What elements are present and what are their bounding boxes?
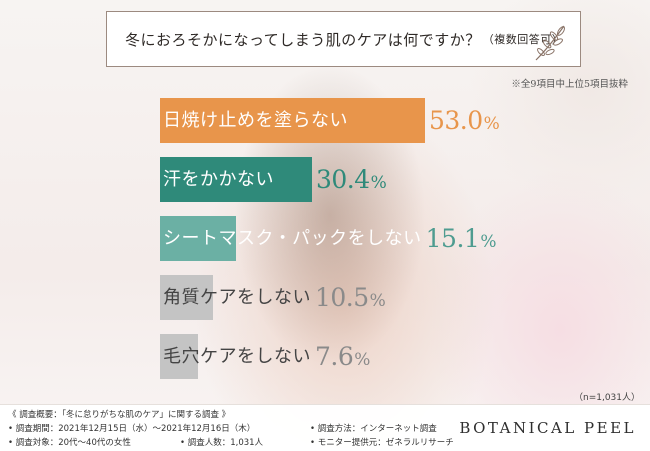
bar-value-1: 53.0% (429, 98, 500, 143)
bar-value-3: 15.1% (425, 216, 497, 261)
bar-value-5: 7.6% (315, 334, 370, 379)
survey-period: • 調査期間：2021年12月15日（水）〜2021年12月16日（木） (8, 424, 256, 434)
leaf-branch-icon (535, 25, 565, 61)
survey-count: • 調査人数：1,031人 (180, 438, 264, 448)
footer: 《 調査概要：「冬に怠りがちな肌のケア」に関する調査 》 • 調査期間：2021… (0, 404, 650, 451)
bar-1 (160, 98, 425, 143)
bar-2 (160, 157, 312, 202)
question-title-box: 冬におろそかになってしまう肌のケアは何ですか？ （複数回答可） (106, 11, 581, 67)
bar-label-2: 汗をかかない (163, 169, 274, 190)
selection-note: ※全9項目中上位5項目抜粋 (511, 79, 628, 90)
survey-method: • 調査方法：インターネット調査 (310, 424, 437, 434)
value-number: 15.1 (425, 224, 480, 253)
value-unit: % (369, 291, 386, 311)
value-unit: % (480, 232, 496, 252)
bar-5 (160, 334, 198, 379)
sample-size: （n=1,031人） (573, 393, 640, 403)
bar-value-4: 10.5% (315, 275, 386, 320)
bar-label-4: 角質ケアをしない (163, 287, 311, 308)
bar-label-5: 毛穴ケアをしない (163, 346, 311, 367)
bar-4 (160, 275, 213, 320)
value-number: 10.5 (315, 283, 369, 312)
value-unit: % (354, 350, 370, 370)
bar-3 (160, 216, 236, 261)
survey-overview: 《 調査概要：「冬に怠りがちな肌のケア」に関する調査 》 (8, 410, 231, 420)
survey-provider: • モニター提供元：ゼネラルリサーチ (310, 438, 454, 448)
bar-label-3: シートマスク・パックをしない (163, 228, 422, 249)
value-number: 30.4 (316, 165, 370, 194)
brand-logo: BOTANICAL PEEL (459, 419, 636, 437)
value-number: 53.0 (429, 106, 483, 135)
question-title: 冬におろそかになってしまう肌のケアは何ですか？ (125, 30, 481, 49)
bar-label-1: 日焼け止めを塗らない (163, 110, 348, 131)
survey-target: • 調査対象：20代〜40代の女性 (8, 438, 131, 448)
bar-value-2: 30.4% (316, 157, 387, 202)
value-unit: % (370, 173, 387, 193)
value-number: 7.6 (315, 342, 354, 371)
value-unit: % (483, 114, 500, 134)
